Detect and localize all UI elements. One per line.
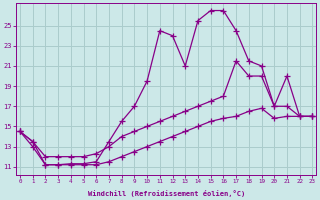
X-axis label: Windchill (Refroidissement éolien,°C): Windchill (Refroidissement éolien,°C) <box>88 190 245 197</box>
